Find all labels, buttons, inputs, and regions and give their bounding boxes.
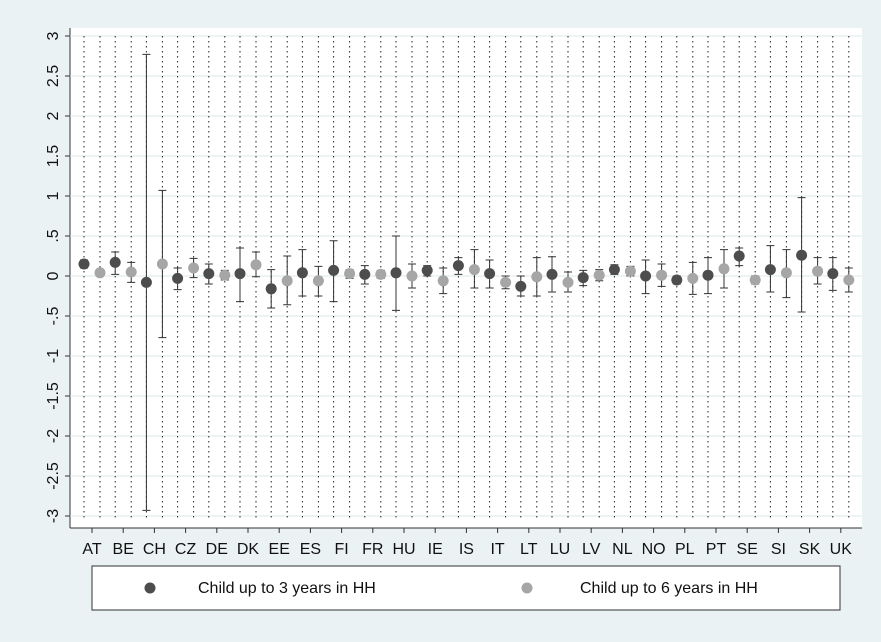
point — [344, 268, 356, 280]
legend-label: Child up to 3 years in HH — [198, 580, 376, 597]
point — [702, 269, 714, 281]
point — [562, 276, 574, 288]
x-tick-label: CZ — [175, 541, 197, 558]
point — [671, 274, 683, 286]
point — [94, 267, 106, 279]
point — [265, 283, 277, 295]
point — [125, 266, 137, 278]
x-tick-label: DE — [206, 541, 228, 558]
y-tick-label: -1.5 — [45, 382, 62, 410]
point — [156, 258, 168, 270]
point — [687, 272, 699, 284]
x-tick-label: NL — [612, 541, 633, 558]
x-tick-label: DK — [237, 541, 260, 558]
x-tick-label: CH — [143, 541, 166, 558]
x-tick-label: EE — [269, 541, 290, 558]
x-tick-label: ES — [300, 541, 321, 558]
point — [531, 271, 543, 283]
legend-marker — [521, 582, 533, 594]
point — [796, 249, 808, 261]
x-tick-label: PT — [706, 541, 727, 558]
legend-box — [91, 565, 841, 611]
x-tick-label: FR — [362, 541, 383, 558]
y-tick-label: -2 — [45, 429, 62, 443]
point — [500, 276, 512, 288]
point — [234, 268, 246, 280]
point — [608, 264, 620, 276]
point — [812, 265, 824, 277]
point — [577, 272, 589, 284]
x-tick-label: IE — [428, 541, 443, 558]
point — [656, 269, 668, 281]
point — [78, 258, 90, 270]
point — [219, 269, 231, 281]
point — [640, 270, 652, 282]
point — [764, 264, 776, 276]
x-tick-label: LT — [520, 541, 538, 558]
point — [172, 272, 184, 284]
x-tick-label: AT — [82, 541, 101, 558]
x-tick-label: IS — [459, 541, 474, 558]
point — [188, 262, 200, 274]
y-tick-label: -3 — [45, 509, 62, 523]
x-tick-label: SI — [771, 541, 786, 558]
x-tick-label: SK — [799, 541, 821, 558]
x-tick-label: BE — [113, 541, 134, 558]
point — [593, 269, 605, 281]
point — [468, 264, 480, 276]
y-tick-label: 2.5 — [45, 65, 62, 87]
y-tick-label: 2 — [45, 111, 62, 120]
y-tick-label: -1 — [45, 349, 62, 363]
plot-area — [70, 28, 862, 528]
x-tick-label: HU — [392, 541, 415, 558]
point — [718, 263, 730, 275]
point — [546, 268, 558, 280]
point — [140, 276, 152, 288]
point — [484, 268, 496, 280]
point — [375, 268, 387, 280]
point — [780, 267, 792, 279]
y-tick-label: 1.5 — [45, 145, 62, 167]
legend-marker — [144, 582, 156, 594]
point — [250, 259, 262, 271]
x-tick-label: PL — [675, 541, 695, 558]
x-tick-label: LU — [550, 541, 570, 558]
point — [281, 275, 293, 287]
x-tick-label: LV — [582, 541, 601, 558]
point — [733, 250, 745, 262]
point — [749, 274, 761, 286]
point — [624, 265, 636, 277]
legend-label: Child up to 6 years in HH — [580, 580, 758, 597]
y-tick-label: -2.5 — [45, 462, 62, 490]
point — [437, 275, 449, 287]
x-tick-label: FI — [334, 541, 348, 558]
y-tick-label: -.5 — [45, 307, 62, 326]
point — [109, 256, 121, 268]
point — [843, 274, 855, 286]
point — [515, 280, 527, 292]
y-tick-label: 1 — [45, 191, 62, 200]
x-tick-label: SE — [737, 541, 758, 558]
x-tick-label: IT — [490, 541, 504, 558]
point — [406, 270, 418, 282]
point — [328, 264, 340, 276]
point — [827, 268, 839, 280]
y-tick-label: .5 — [45, 229, 62, 242]
y-tick-label: 0 — [45, 271, 62, 280]
point — [296, 267, 308, 279]
point — [359, 268, 371, 280]
point — [421, 264, 433, 276]
point — [452, 260, 464, 272]
x-tick-label: NO — [642, 541, 666, 558]
point — [312, 275, 324, 287]
x-tick-label: UK — [830, 541, 853, 558]
y-tick-label: 3 — [45, 31, 62, 40]
point — [390, 267, 402, 279]
point — [203, 268, 215, 280]
